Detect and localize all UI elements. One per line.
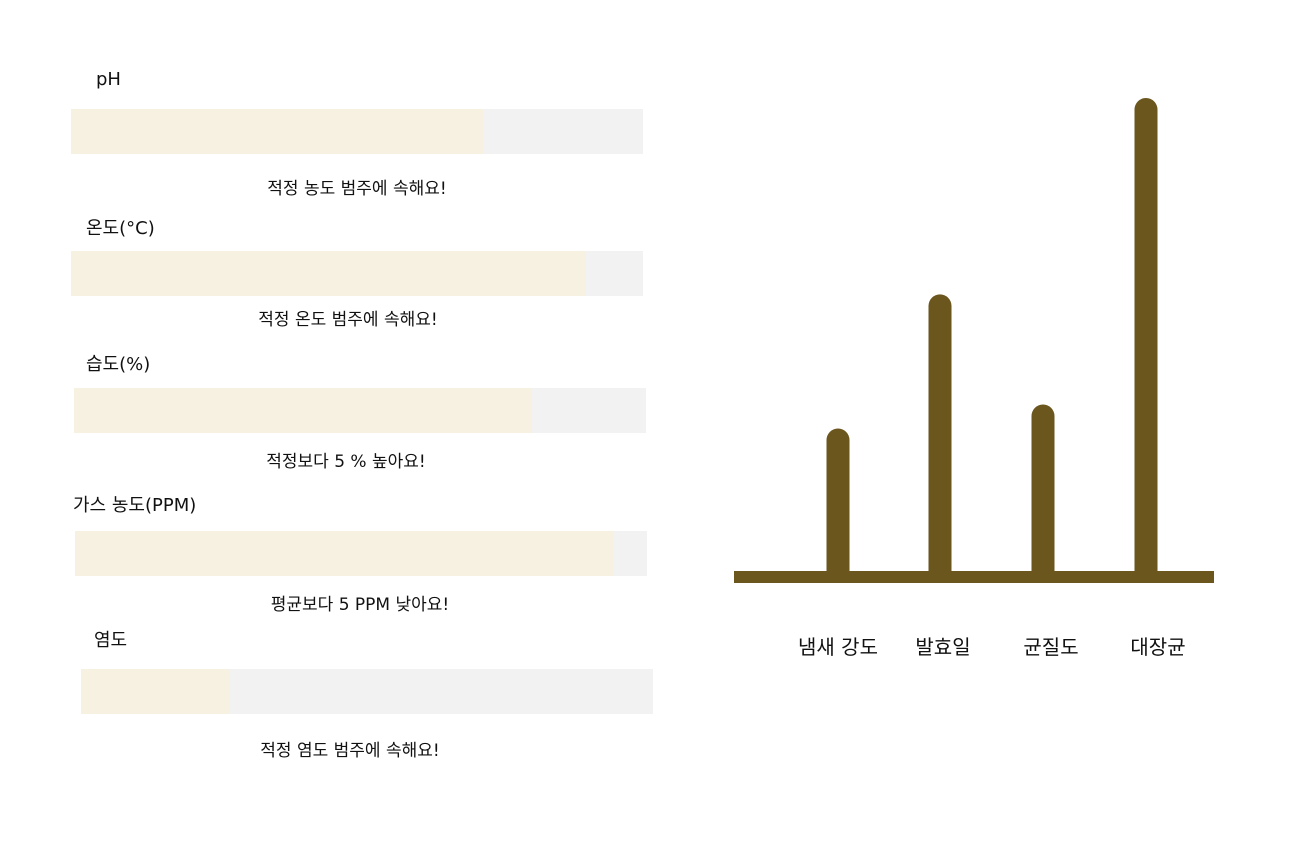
progress-fill bbox=[75, 531, 613, 576]
progress-fill bbox=[81, 669, 230, 714]
chart-bars bbox=[826, 98, 1158, 577]
chart-category-label: 균질도 bbox=[1023, 635, 1078, 659]
progress-track bbox=[71, 251, 643, 296]
progress-track bbox=[71, 109, 643, 154]
progress-track bbox=[81, 669, 653, 714]
status-message: 적정 농도 범주에 속해요! bbox=[267, 179, 447, 199]
status-message: 적정 온도 범주에 속해요! bbox=[258, 310, 438, 330]
metric-label: pH bbox=[96, 69, 121, 90]
metric-label: 가스 농도(PPM) bbox=[73, 495, 197, 516]
chart-bar bbox=[928, 294, 952, 577]
progress-fill bbox=[71, 251, 586, 296]
metric-label: 습도(%) bbox=[86, 354, 151, 375]
progress-track bbox=[75, 531, 647, 576]
chart-category-label: 발효일 bbox=[915, 635, 970, 659]
chart-bar bbox=[1031, 404, 1055, 577]
metric-label: 온도(°C) bbox=[86, 218, 155, 239]
progress-fill bbox=[71, 109, 483, 154]
bar-chart: 냄새 강도 발효일 균질도 대장균 bbox=[734, 98, 1214, 659]
chart-bar bbox=[826, 428, 850, 577]
chart-labels: 냄새 강도 발효일 균질도 대장균 bbox=[798, 635, 1186, 659]
status-message: 적정 염도 범주에 속해요! bbox=[260, 741, 440, 761]
status-message: 평균보다 5 PPM 낮아요! bbox=[270, 595, 450, 615]
status-message: 적정보다 5 % 높아요! bbox=[266, 452, 426, 472]
metric-label: 염도 bbox=[94, 630, 128, 651]
progress-track bbox=[74, 388, 646, 433]
progress-fill bbox=[74, 388, 532, 433]
chart-category-label: 냄새 강도 bbox=[798, 635, 878, 659]
chart-bar bbox=[1134, 98, 1158, 577]
chart-category-label: 대장균 bbox=[1130, 635, 1185, 659]
